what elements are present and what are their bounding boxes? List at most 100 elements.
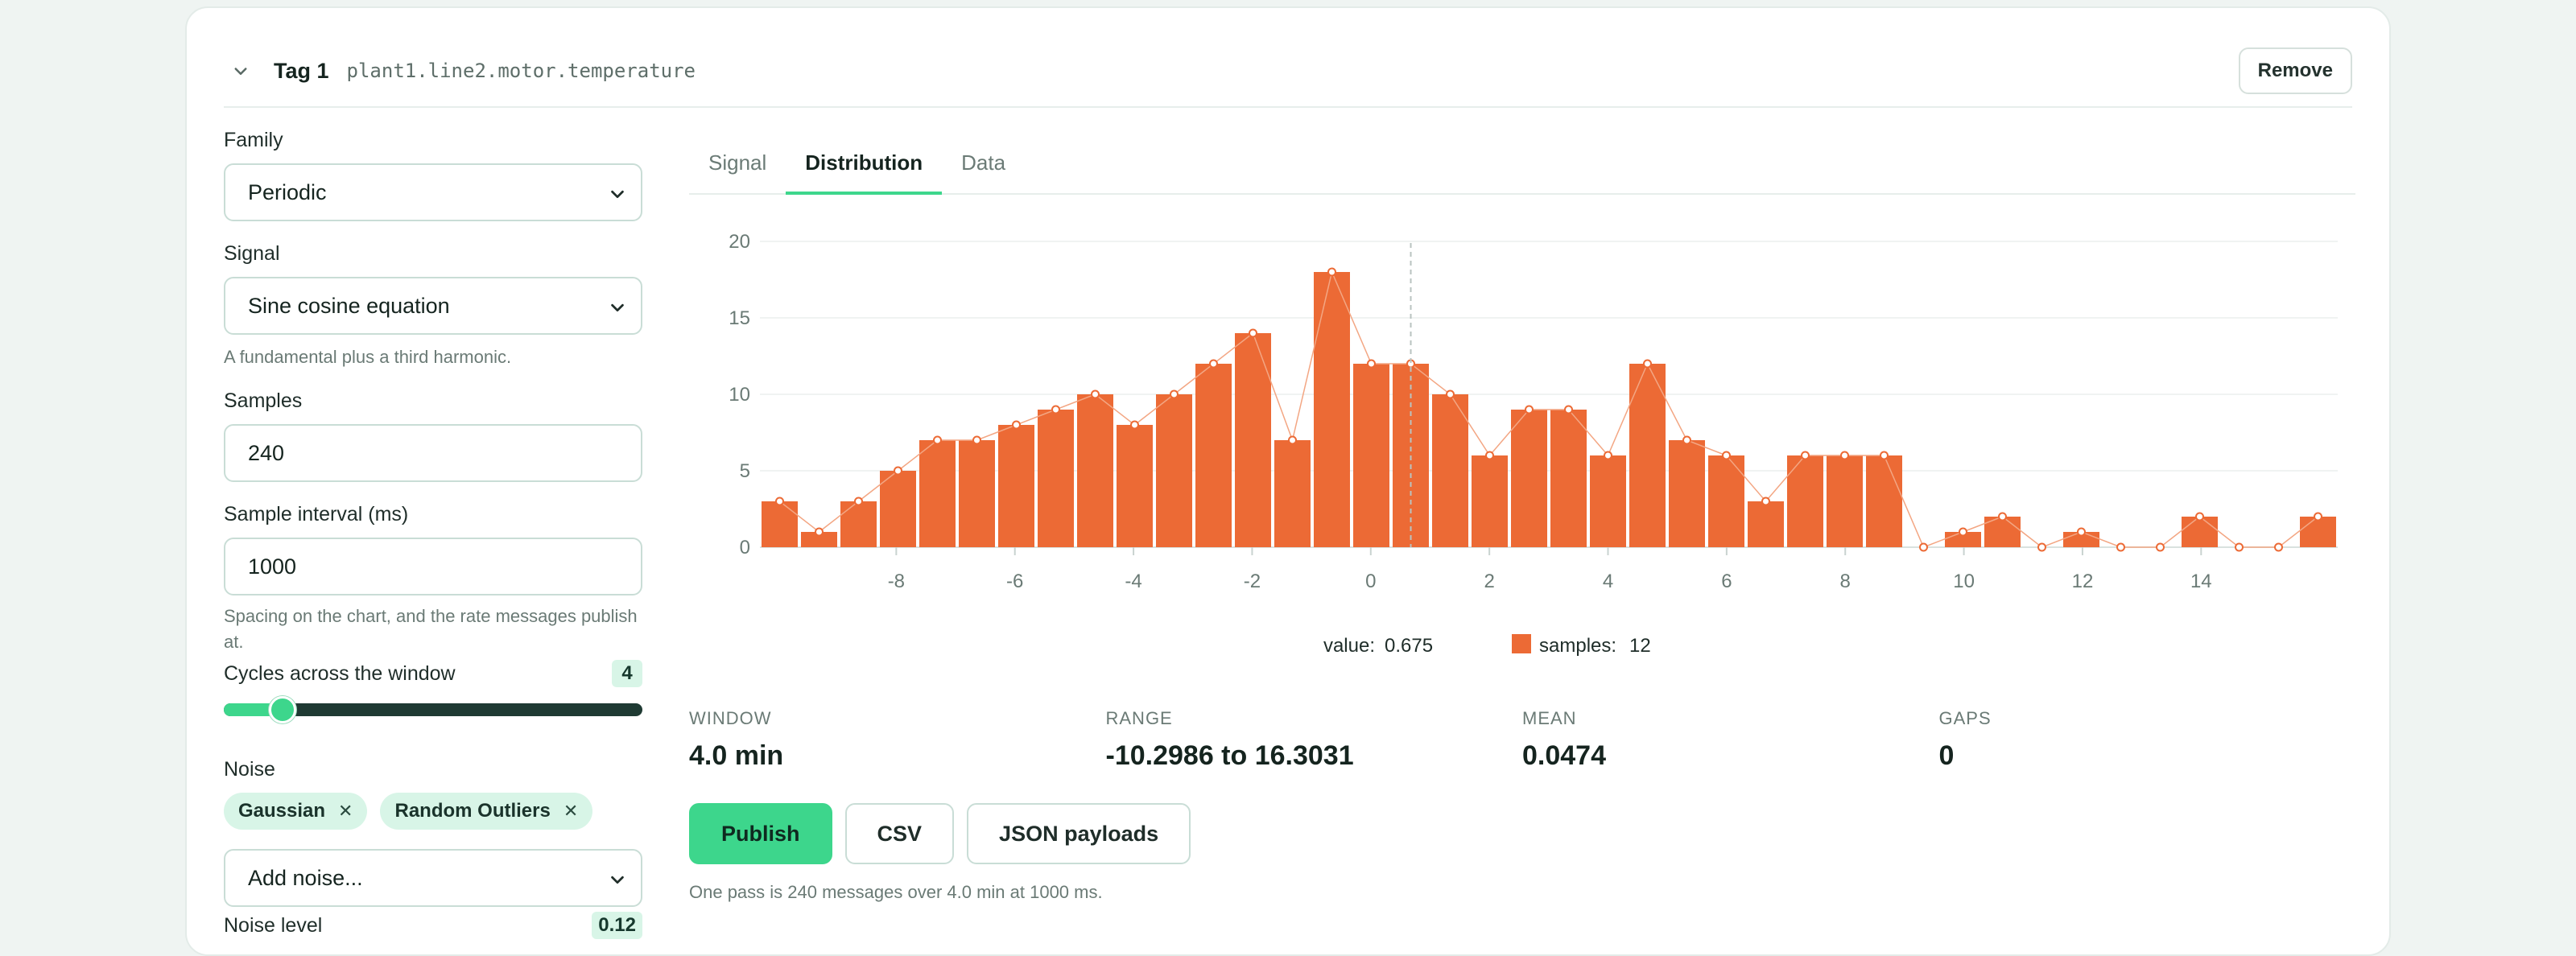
stat-range: RANGE -10.2986 to 16.3031: [1106, 708, 1523, 772]
tag-title: Tag 1: [274, 58, 329, 83]
data-point: [2235, 542, 2244, 552]
histogram-bar: [998, 425, 1034, 547]
csv-button[interactable]: CSV: [844, 803, 955, 864]
histogram-bar: [959, 440, 995, 547]
data-point: [1998, 512, 2007, 521]
stat-value: 4.0 min: [689, 740, 784, 771]
tab-data[interactable]: Data: [961, 150, 1006, 175]
data-point: [1012, 420, 1021, 430]
noise-label: Noise: [224, 758, 275, 781]
family-select[interactable]: Periodic: [224, 163, 642, 221]
data-point: [1288, 435, 1297, 445]
chevron-down-icon[interactable]: [229, 59, 253, 83]
data-point: [972, 435, 981, 445]
signal-select[interactable]: Sine cosine equation: [224, 277, 642, 335]
tab-distribution[interactable]: Distribution: [786, 150, 943, 195]
add-noise-select[interactable]: Add noise...: [224, 849, 642, 907]
histogram-bar: [1827, 455, 1863, 547]
noise-chips: Gaussian ✕ Random Outliers ✕: [224, 793, 642, 830]
x-tick-label: -4: [1125, 571, 1141, 592]
histogram-bar: [1353, 364, 1389, 547]
stat-key: MEAN: [1522, 708, 1577, 728]
stat-key: WINDOW: [689, 708, 772, 728]
x-tick-label: -6: [1006, 571, 1023, 592]
data-point: [1485, 451, 1494, 460]
close-icon[interactable]: ✕: [563, 801, 579, 821]
data-point: [1446, 389, 1455, 399]
data-point: [815, 527, 824, 537]
data-point: [2116, 542, 2125, 552]
data-point: [854, 497, 863, 506]
x-tick-label: 10: [1953, 571, 1975, 592]
x-tick-label: 2: [1484, 571, 1494, 592]
interval-label: Sample interval (ms): [224, 503, 409, 525]
data-point: [1801, 451, 1810, 460]
histogram-bar: [1314, 272, 1350, 547]
interval-input-value: 1000: [248, 554, 297, 579]
interval-input[interactable]: 1000: [224, 538, 642, 595]
data-point: [1643, 359, 1652, 369]
hover-samples-label: samples:: [1539, 635, 1616, 657]
family-label: Family: [224, 129, 283, 151]
noise-chip-gaussian: Gaussian ✕: [224, 793, 368, 830]
histogram-bar: [1038, 410, 1074, 547]
x-tick-label: 4: [1603, 571, 1613, 592]
histogram-bar: [2182, 517, 2218, 547]
action-buttons: Publish CSV JSON payloads: [689, 803, 1191, 864]
signal-hint: A fundamental plus a third harmonic.: [224, 347, 512, 367]
signal-label: Signal: [224, 242, 280, 265]
y-tick-label: 10: [729, 384, 750, 406]
interval-hint: Spacing on the chart, and the rate messa…: [224, 606, 638, 652]
histogram-bar: [1629, 364, 1666, 547]
data-point: [1604, 451, 1612, 460]
tag-header: Tag 1 plant1.line2.motor.temperature Rem…: [224, 40, 2352, 101]
header-divider: [224, 106, 2352, 108]
distribution-chart[interactable]: 0 5 10 15 20 -8 -6 -4 -2 0 2 4 6 8 10 12 14 value: 0.675 sa…: [689, 217, 2355, 716]
cycles-row: Cycles across the window 4: [224, 660, 642, 687]
data-point: [2037, 542, 2046, 552]
histogram-bar: [1235, 333, 1271, 547]
y-tick-label: 5: [740, 460, 750, 482]
histogram-bar: [1077, 394, 1113, 547]
hover-value: 0.675: [1385, 635, 1433, 657]
data-point: [1682, 435, 1691, 445]
preview-panel: Signal Distribution Data 0 5 10 15 20 -8 -6 -4-…: [689, 129, 2355, 902]
add-noise-select-value: Add noise...: [248, 865, 363, 890]
preview-tabs: Signal Distribution Data: [689, 129, 2355, 195]
data-point: [1327, 267, 1336, 277]
remove-button[interactable]: Remove: [2238, 47, 2352, 94]
x-tick-label: 12: [2072, 571, 2094, 592]
histogram-bar: [1708, 455, 1744, 547]
cycles-slider-fill: [224, 703, 283, 716]
signal-select-value: Sine cosine equation: [248, 293, 450, 318]
histogram-bar: [1432, 394, 1468, 547]
tag-path: plant1.line2.motor.temperature: [346, 60, 696, 82]
data-point: [1880, 451, 1889, 460]
publish-button[interactable]: Publish: [689, 803, 832, 864]
data-point: [1525, 405, 1534, 414]
cycles-badge: 4: [612, 660, 642, 687]
close-icon[interactable]: ✕: [338, 801, 353, 821]
stat-gaps: GAPS 0: [1939, 708, 2356, 772]
cycles-slider[interactable]: [224, 696, 642, 723]
config-panel: Family Periodic Signal Sine cosine equat…: [224, 129, 642, 939]
noise-chip-label: Random Outliers: [394, 800, 551, 822]
json-payloads-button[interactable]: JSON payloads: [967, 803, 1191, 864]
samples-input[interactable]: 240: [224, 424, 642, 482]
samples-label: Samples: [224, 389, 303, 412]
stat-key: RANGE: [1105, 708, 1173, 728]
histogram-bar: [801, 532, 837, 547]
histogram-bar: [919, 440, 956, 547]
data-point: [1209, 359, 1218, 369]
cycles-slider-thumb[interactable]: [268, 696, 296, 723]
x-tick-label: 0: [1365, 571, 1376, 592]
tab-signal[interactable]: Signal: [708, 150, 767, 175]
x-tick-label: 6: [1721, 571, 1732, 592]
x-tick-label: -8: [888, 571, 905, 592]
noise-level-row: Noise level 0.12: [224, 912, 642, 939]
histogram-bar: [1117, 425, 1153, 547]
x-tick-label: 14: [2190, 571, 2212, 592]
chevron-down-icon: [611, 876, 624, 884]
noise-chip-outliers: Random Outliers ✕: [380, 793, 593, 830]
legend-swatch: [1512, 634, 1531, 653]
